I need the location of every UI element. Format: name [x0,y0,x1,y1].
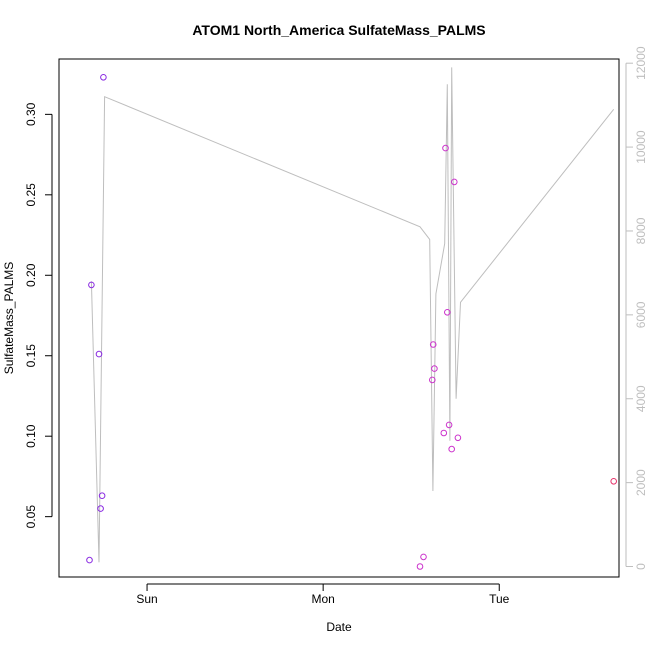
data-point [610,478,618,485]
data-point [420,553,427,561]
data-point [431,365,438,372]
bottom-axis: Sun Mon Tue [136,583,510,606]
data-point [98,492,106,500]
y2-tick-label: 0 [634,563,648,570]
scatter-series [86,74,618,570]
y2-tick-label: 12000 [634,46,648,80]
data-point [416,563,424,570]
line-series [90,67,615,563]
plot-frame [58,58,620,578]
y-tick-label: 0.05 [24,505,38,529]
x-axis-label: Date [326,620,352,634]
y2-tick-label: 8000 [634,217,648,244]
y-tick-label: 0.30 [24,102,38,126]
y-tick-label: 0.20 [24,263,38,287]
y2-tick-label: 2000 [634,469,648,496]
y-tick-label: 0.10 [24,424,38,448]
chart-title: ATOM1 North_America SulfateMass_PALMS [192,22,485,38]
right-axis: 0 2000 4000 6000 8000 10000 12000 [625,46,648,570]
x-tick-label: Sun [136,592,157,606]
data-point [429,341,437,348]
data-point [445,421,453,429]
data-point [440,429,448,437]
data-point [97,505,104,512]
series-line [90,67,615,563]
y2-tick-label: 6000 [634,301,648,328]
data-point [451,178,458,186]
data-point [444,309,451,316]
data-point [429,376,436,384]
data-point [454,434,462,442]
y-axis-label: SulfateMass_PALMS [2,262,16,375]
y-tick-label: 0.15 [24,344,38,368]
data-point [448,445,456,453]
y2-tick-label: 4000 [634,385,648,412]
left-axis: 0.05 0.10 0.15 0.20 0.25 0.30 [24,102,53,529]
x-tick-label: Tue [489,592,510,606]
x-tick-label: Mon [311,592,334,606]
data-point [442,144,449,152]
data-point [100,74,107,81]
y2-tick-label: 10000 [634,130,648,164]
data-point [88,281,95,289]
y-tick-label: 0.25 [24,183,38,207]
data-point [95,350,103,358]
data-point [86,556,93,564]
